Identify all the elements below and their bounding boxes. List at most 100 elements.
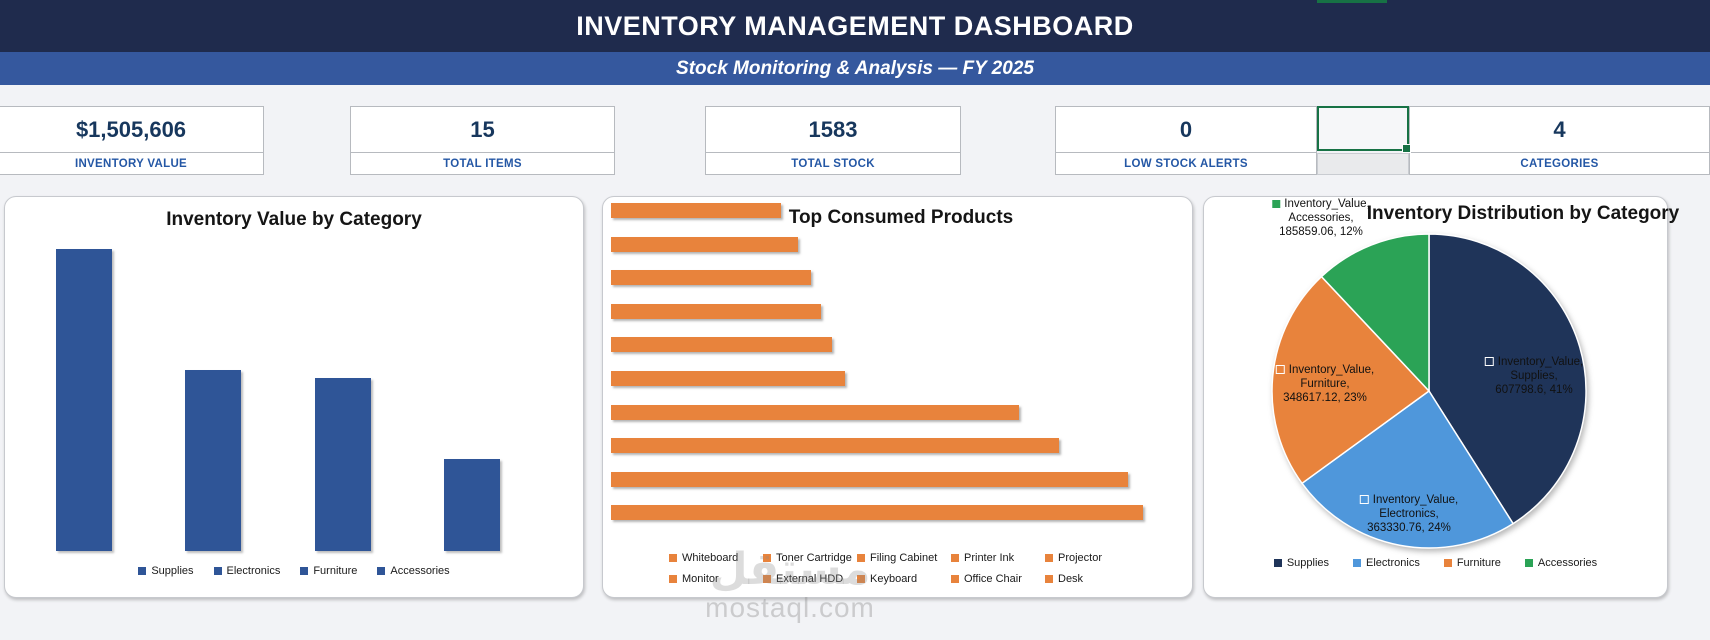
pie-slice-furniture[interactable]	[1271, 275, 1431, 485]
bar-electronics[interactable]	[185, 370, 242, 551]
legend-item[interactable]: Whiteboard	[669, 552, 763, 564]
legend-marker-icon	[951, 554, 959, 562]
legend-item[interactable]: Furniture	[1443, 557, 1501, 569]
legend-marker-icon	[1443, 559, 1452, 567]
legend-label: External HDD	[776, 573, 844, 585]
legend-item[interactable]: Monitor	[669, 573, 763, 585]
legend-item[interactable]: Projector	[1045, 552, 1139, 564]
kpi-value: 1583	[705, 106, 961, 153]
legend-item[interactable]: Office Chair	[951, 573, 1045, 585]
legend-item[interactable]: Keyboard	[857, 573, 951, 585]
chart-card-inventory-value-by-category[interactable]: Inventory Value by Category Supplies Elec…	[4, 196, 584, 598]
bar-toner-cartridge[interactable]	[611, 236, 799, 252]
kpi-card-categories[interactable]: 4 CATEGORIES	[1409, 106, 1710, 175]
bar-whiteboard[interactable]	[611, 203, 782, 218]
kpi-card-total-items[interactable]: 15 TOTAL ITEMS	[350, 106, 615, 175]
pie-data-label-line: 363330.76, 24%	[1367, 522, 1451, 534]
legend-marker-icon	[1045, 575, 1053, 583]
pie-data-label-line: 607798.6, 41%	[1495, 384, 1573, 396]
legend-item[interactable]: Supplies	[138, 565, 194, 577]
page-title: INVENTORY MANAGEMENT DASHBOARD	[576, 10, 1134, 41]
legend-item[interactable]: Electronics	[213, 565, 281, 577]
legend-marker-icon	[1353, 559, 1362, 567]
kpi-label: TOTAL ITEMS	[350, 153, 615, 175]
legend-label: Accessories	[1537, 557, 1598, 569]
legend-marker-icon	[951, 575, 959, 583]
legend-item[interactable]: Desk	[1045, 573, 1139, 585]
kpi-card-low-stock-alerts[interactable]: 0 LOW STOCK ALERTS	[1055, 106, 1317, 175]
legend-label: Whiteboard	[682, 552, 739, 564]
chart-title: Inventory Distribution by Category	[1366, 203, 1680, 224]
chart-legend: Whiteboard Toner Cartridge Filing Cabinet P…	[669, 552, 1139, 585]
pie-data-label-line: Inventory_Value,	[1484, 355, 1583, 369]
kpi-value: 4	[1409, 106, 1710, 153]
selection-fill-handle[interactable]	[1402, 144, 1411, 153]
pie-data-label-line: Supplies,	[1510, 370, 1558, 382]
legend-item[interactable]: Electronics	[1353, 557, 1420, 569]
legend-marker-icon	[1045, 554, 1053, 562]
legend-label: Furniture	[313, 565, 358, 577]
legend-item[interactable]: Accessories	[377, 565, 450, 577]
legend-marker-icon	[857, 554, 865, 562]
pie-slice-accessories[interactable]	[1320, 233, 1430, 393]
legend-label: Supplies	[1286, 557, 1330, 569]
legend-label: Electronics	[226, 565, 281, 577]
pie-slice-electronics[interactable]	[1300, 389, 1515, 549]
legend-label: Supplies	[151, 565, 194, 577]
pie-chart[interactable]	[1264, 226, 1594, 556]
bar-furniture[interactable]	[314, 377, 371, 551]
bar-supplies[interactable]	[55, 249, 112, 551]
legend-marker-icon	[857, 575, 865, 583]
bar-desk[interactable]	[611, 505, 1143, 521]
chart-legend: Supplies Electronics Furniture Accessories	[1204, 557, 1667, 569]
bar-accessories[interactable]	[444, 458, 501, 551]
legend-item[interactable]: Printer Ink	[951, 552, 1045, 564]
chart-card-top-consumed-products[interactable]: Top Consumed Products Whiteboard Toner Ca…	[602, 196, 1193, 598]
pie-data-label-accessories: Inventory_Value, Accessories, 185859.06, 1…	[1272, 197, 1370, 239]
legend-item[interactable]: Furniture	[300, 565, 357, 577]
legend-marker-icon	[377, 567, 386, 575]
legend-label: Filing Cabinet	[870, 552, 938, 564]
chart-title: Inventory Value by Category	[166, 209, 422, 230]
bar-printer-ink[interactable]	[611, 303, 821, 319]
legend-label: Keyboard	[870, 573, 918, 585]
chart-legend: Supplies Electronics Furniture Accessories	[5, 565, 583, 577]
pie-data-label-line: 348617.12, 23%	[1283, 392, 1367, 404]
legend-label: Desk	[1058, 573, 1084, 585]
pie-data-label-furniture: Inventory_Value, Furniture, 348617.12, 23%	[1275, 363, 1374, 405]
legend-item[interactable]: Filing Cabinet	[857, 552, 951, 564]
chart-card-inventory-distribution[interactable]: Inventory Distribution by Category Inven…	[1203, 196, 1679, 598]
bar-external-hdd[interactable]	[611, 404, 1019, 420]
legend-item[interactable]: Supplies	[1273, 557, 1330, 569]
bar-filing-cabinet[interactable]	[611, 270, 811, 286]
legend-label: Furniture	[1456, 557, 1501, 569]
empty-cell-under-selection[interactable]	[1317, 153, 1409, 175]
legend-label: Toner Cartridge	[776, 552, 852, 564]
legend-item[interactable]: Accessories	[1524, 557, 1598, 569]
legend-item[interactable]: Toner Cartridge	[763, 552, 857, 564]
bar-projector[interactable]	[611, 337, 833, 353]
kpi-label: LOW STOCK ALERTS	[1055, 153, 1317, 175]
excel-selected-cell[interactable]	[1317, 106, 1411, 153]
kpi-card-total-stock[interactable]: 1583 TOTAL STOCK	[705, 106, 961, 175]
kpi-card-inventory-value[interactable]: $1,505,606 INVENTORY VALUE	[0, 106, 264, 175]
pie-data-label-line: Inventory_Value,	[1359, 493, 1458, 507]
bar-office-chair[interactable]	[611, 471, 1129, 487]
pie-slice-supplies[interactable]	[1428, 233, 1587, 525]
pie-data-label-line: Furniture,	[1300, 378, 1350, 390]
pie-data-label-line: 185859.06, 12%	[1279, 226, 1363, 238]
bar-keyboard[interactable]	[611, 438, 1059, 454]
legend-label: Office Chair	[964, 573, 1022, 585]
legend-label: Monitor	[682, 573, 719, 585]
legend-marker-icon	[138, 567, 147, 575]
pie-data-label-line: Inventory_Value,	[1272, 197, 1370, 211]
legend-marker-icon	[763, 554, 771, 562]
bar-monitor[interactable]	[611, 371, 845, 386]
data-label-marker-icon	[1275, 365, 1285, 374]
data-label-marker-icon	[1359, 495, 1369, 504]
page-subtitle: Stock Monitoring & Analysis — FY 2025	[676, 57, 1034, 79]
legend-item[interactable]: External HDD	[763, 573, 857, 585]
kpi-label: CATEGORIES	[1409, 153, 1710, 175]
hbar-chart-plot-area	[611, 203, 1143, 549]
